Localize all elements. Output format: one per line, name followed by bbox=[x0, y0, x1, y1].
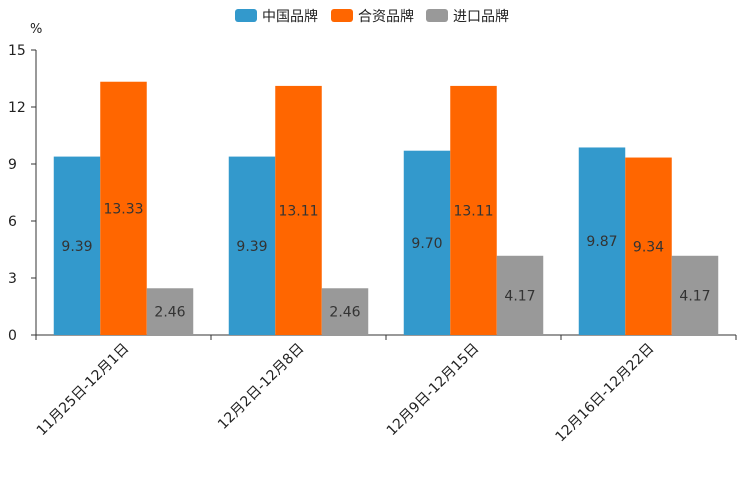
x-axis: 11月25日-12月1日 12月2日-12月8日 12月9日-12月15日 12月16… bbox=[34, 334, 737, 446]
data-label: 2.46 bbox=[154, 305, 185, 321]
data-label: 9.39 bbox=[236, 239, 267, 255]
legend-item: 合资品牌 bbox=[331, 8, 414, 25]
x-tick-label: 12月9日-12月15日 bbox=[384, 341, 483, 440]
x-tick-label: 12月16日-12月22日 bbox=[552, 341, 657, 446]
y-axis: 0 3 6 9 12 15 bbox=[8, 43, 37, 344]
bar bbox=[53, 156, 101, 335]
data-label: 13.33 bbox=[103, 201, 143, 217]
data-label: 4.17 bbox=[679, 288, 710, 304]
data-label: 9.87 bbox=[586, 234, 617, 250]
legend-label: 合资品牌 bbox=[358, 8, 414, 25]
legend: 中国品牌 合资品牌 进口品牌 bbox=[235, 8, 509, 25]
data-label: 13.11 bbox=[453, 203, 493, 219]
x-tick-label: 11月25日-12月1日 bbox=[34, 341, 133, 440]
data-label: 13.11 bbox=[278, 203, 318, 219]
y-tick-label: 3 bbox=[8, 271, 17, 287]
legend-swatch bbox=[235, 9, 257, 22]
y-tick-label: 0 bbox=[8, 328, 17, 344]
data-label: 4.17 bbox=[504, 288, 535, 304]
bar bbox=[321, 288, 369, 335]
bar bbox=[403, 150, 451, 335]
bars bbox=[53, 81, 719, 335]
legend-swatch bbox=[426, 9, 448, 22]
data-label: 9.39 bbox=[61, 239, 92, 255]
y-axis-unit-label: % bbox=[30, 22, 42, 37]
legend-label: 中国品牌 bbox=[262, 8, 318, 25]
bar bbox=[578, 147, 626, 335]
y-tick-label: 9 bbox=[8, 157, 17, 173]
bar bbox=[625, 157, 672, 335]
data-label: 9.34 bbox=[633, 239, 664, 255]
legend-item: 进口品牌 bbox=[426, 8, 509, 25]
y-tick-label: 6 bbox=[8, 214, 17, 230]
x-tick-label: 12月2日-12月8日 bbox=[215, 341, 307, 433]
bar bbox=[100, 81, 147, 335]
bar bbox=[146, 288, 194, 335]
bar bbox=[496, 255, 544, 335]
bar bbox=[450, 85, 497, 335]
legend-label: 进口品牌 bbox=[453, 8, 509, 25]
y-tick-label: 12 bbox=[8, 100, 26, 116]
bar bbox=[275, 85, 322, 335]
bar bbox=[671, 255, 719, 335]
data-labels: 9.39 13.33 2.46 9.39 13.11 2.46 9.70 13.11 4.17 9… bbox=[61, 201, 710, 320]
legend-item: 中国品牌 bbox=[235, 8, 318, 25]
data-label: 2.46 bbox=[329, 305, 360, 321]
bar bbox=[228, 156, 276, 335]
y-tick-label: 15 bbox=[8, 43, 26, 59]
legend-swatch bbox=[331, 9, 353, 22]
data-label: 9.70 bbox=[411, 236, 442, 252]
